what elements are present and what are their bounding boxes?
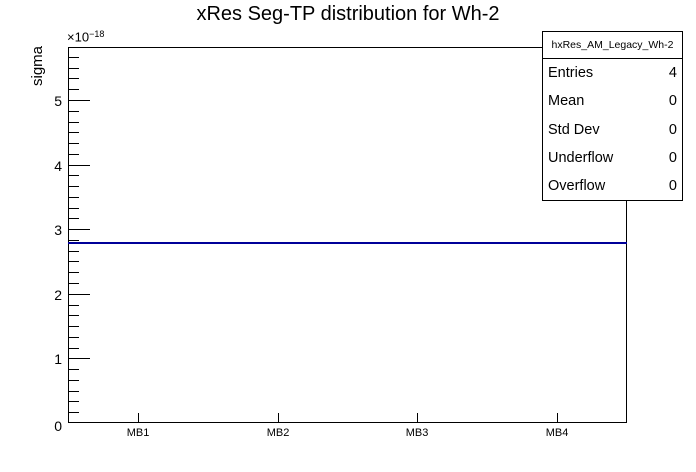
- y-minor-tick: [69, 251, 79, 252]
- y-axis-tick-label: 3: [54, 222, 62, 238]
- y-minor-tick: [69, 186, 79, 187]
- y-minor-tick: [69, 380, 79, 381]
- y-minor-tick: [69, 89, 79, 90]
- plot-frame: [68, 47, 627, 423]
- y-minor-tick: [69, 272, 79, 273]
- y-minor-tick: [69, 143, 79, 144]
- stats-label: Mean: [548, 93, 585, 110]
- y-minor-tick: [69, 197, 79, 198]
- exponent-mantissa: ×10: [67, 29, 90, 45]
- y-major-tick: [69, 165, 90, 166]
- histogram-line: [68, 242, 627, 244]
- y-axis-exponent: ×10−18: [67, 28, 104, 44]
- exponent-power: −18: [89, 29, 105, 39]
- stats-row-overflow: Overflow 0: [543, 172, 682, 200]
- x-axis-tick-label: MB3: [405, 427, 429, 439]
- y-minor-tick: [69, 326, 79, 327]
- y-minor-tick: [69, 337, 79, 338]
- y-minor-tick: [69, 78, 79, 79]
- y-minor-tick: [69, 412, 79, 413]
- stats-box-rows: Entries 4 Mean 0 Std Dev 0 Underflow 0 O…: [543, 59, 682, 200]
- x-bin-tick: [417, 413, 418, 423]
- stats-value: 4: [668, 65, 677, 82]
- y-major-tick: [69, 100, 90, 101]
- y-major-tick: [69, 229, 90, 230]
- y-minor-tick: [69, 315, 79, 316]
- y-axis-tick-label: 1: [54, 351, 62, 367]
- stats-value: 0: [668, 177, 677, 194]
- y-axis-tick-label: 5: [54, 93, 62, 109]
- x-axis-tick-label: MB1: [126, 427, 150, 439]
- x-bin-tick: [278, 413, 279, 423]
- x-axis-tick-label: MB4: [545, 427, 569, 439]
- y-minor-tick: [69, 401, 79, 402]
- stats-label: Underflow: [548, 149, 614, 166]
- y-minor-tick: [69, 175, 79, 176]
- y-minor-tick: [69, 369, 79, 370]
- y-minor-tick: [69, 122, 79, 123]
- x-bin-tick: [557, 413, 558, 423]
- stats-box: hxRes_AM_Legacy_Wh-2 Entries 4 Mean 0 St…: [542, 31, 683, 201]
- y-minor-tick: [69, 240, 79, 241]
- stats-box-title: hxRes_AM_Legacy_Wh-2: [543, 32, 682, 59]
- stats-value: 0: [668, 93, 677, 110]
- stats-label: Entries: [548, 65, 594, 82]
- stats-row-stddev: Std Dev 0: [543, 115, 682, 143]
- plot-title: xRes Seg-TP distribution for Wh-2: [196, 3, 500, 25]
- y-axis-tick-label: 4: [54, 158, 62, 174]
- x-axis-tick-label: MB2: [266, 427, 290, 439]
- y-minor-tick: [69, 208, 79, 209]
- y-major-tick: [69, 422, 90, 423]
- y-minor-tick: [69, 391, 79, 392]
- y-minor-tick: [69, 57, 79, 58]
- y-minor-tick: [69, 305, 79, 306]
- y-axis-tick-label: 0: [54, 418, 62, 434]
- y-minor-tick: [69, 132, 79, 133]
- stats-value: 0: [668, 149, 677, 166]
- y-minor-tick: [69, 218, 79, 219]
- y-minor-tick: [69, 283, 79, 284]
- y-minor-tick: [69, 154, 79, 155]
- stats-row-mean: Mean 0: [543, 87, 682, 115]
- stats-label: Std Dev: [548, 121, 600, 138]
- y-axis-tick-label: 2: [54, 287, 62, 303]
- stats-row-entries: Entries 4: [543, 59, 682, 87]
- stats-label: Overflow: [548, 177, 606, 194]
- y-minor-tick: [69, 111, 79, 112]
- stats-value: 0: [668, 121, 677, 138]
- y-major-tick: [69, 358, 90, 359]
- y-minor-tick: [69, 348, 79, 349]
- y-minor-tick: [69, 68, 79, 69]
- y-major-tick: [69, 294, 90, 295]
- stats-row-underflow: Underflow 0: [543, 144, 682, 172]
- y-minor-tick: [69, 261, 79, 262]
- x-bin-tick: [138, 413, 139, 423]
